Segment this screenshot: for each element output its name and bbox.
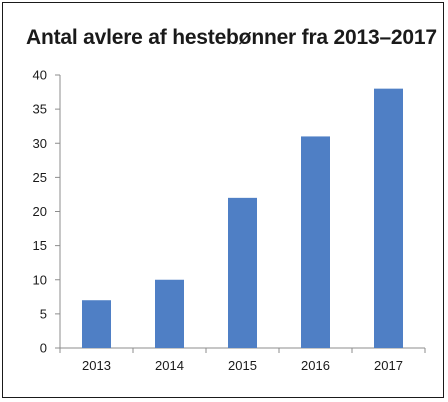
bar-2017 [374, 88, 403, 349]
y-tick-label: 5 [40, 306, 47, 321]
y-tick-label: 20 [33, 204, 47, 219]
x-tick-label: 2017 [374, 358, 403, 373]
x-tick-label: 2013 [82, 358, 111, 373]
chart-title: Antal avlere af hestebønner fra 2013–201… [26, 26, 437, 49]
bars [82, 88, 403, 349]
x-tick-label: 2016 [301, 358, 330, 373]
x-tick-label: 2014 [155, 358, 184, 373]
bar-2015 [228, 197, 257, 348]
x-axis: 2013 2014 2015 2016 2017 [59, 347, 426, 373]
bar-2016 [301, 136, 330, 348]
y-tick-label: 15 [33, 238, 47, 253]
y-tick-label: 35 [33, 102, 47, 117]
y-axis: 0 5 10 15 20 25 30 35 40 [33, 68, 61, 356]
bar-2013 [82, 300, 111, 348]
y-tick-label: 0 [40, 341, 47, 356]
y-tick-label: 40 [33, 68, 47, 83]
chart-frame [2, 2, 444, 398]
y-tick-label: 25 [33, 170, 47, 185]
y-tick-label: 30 [33, 136, 47, 151]
y-tick-label: 10 [33, 272, 47, 287]
bar-2014 [155, 279, 184, 348]
x-tick-label: 2015 [228, 358, 257, 373]
